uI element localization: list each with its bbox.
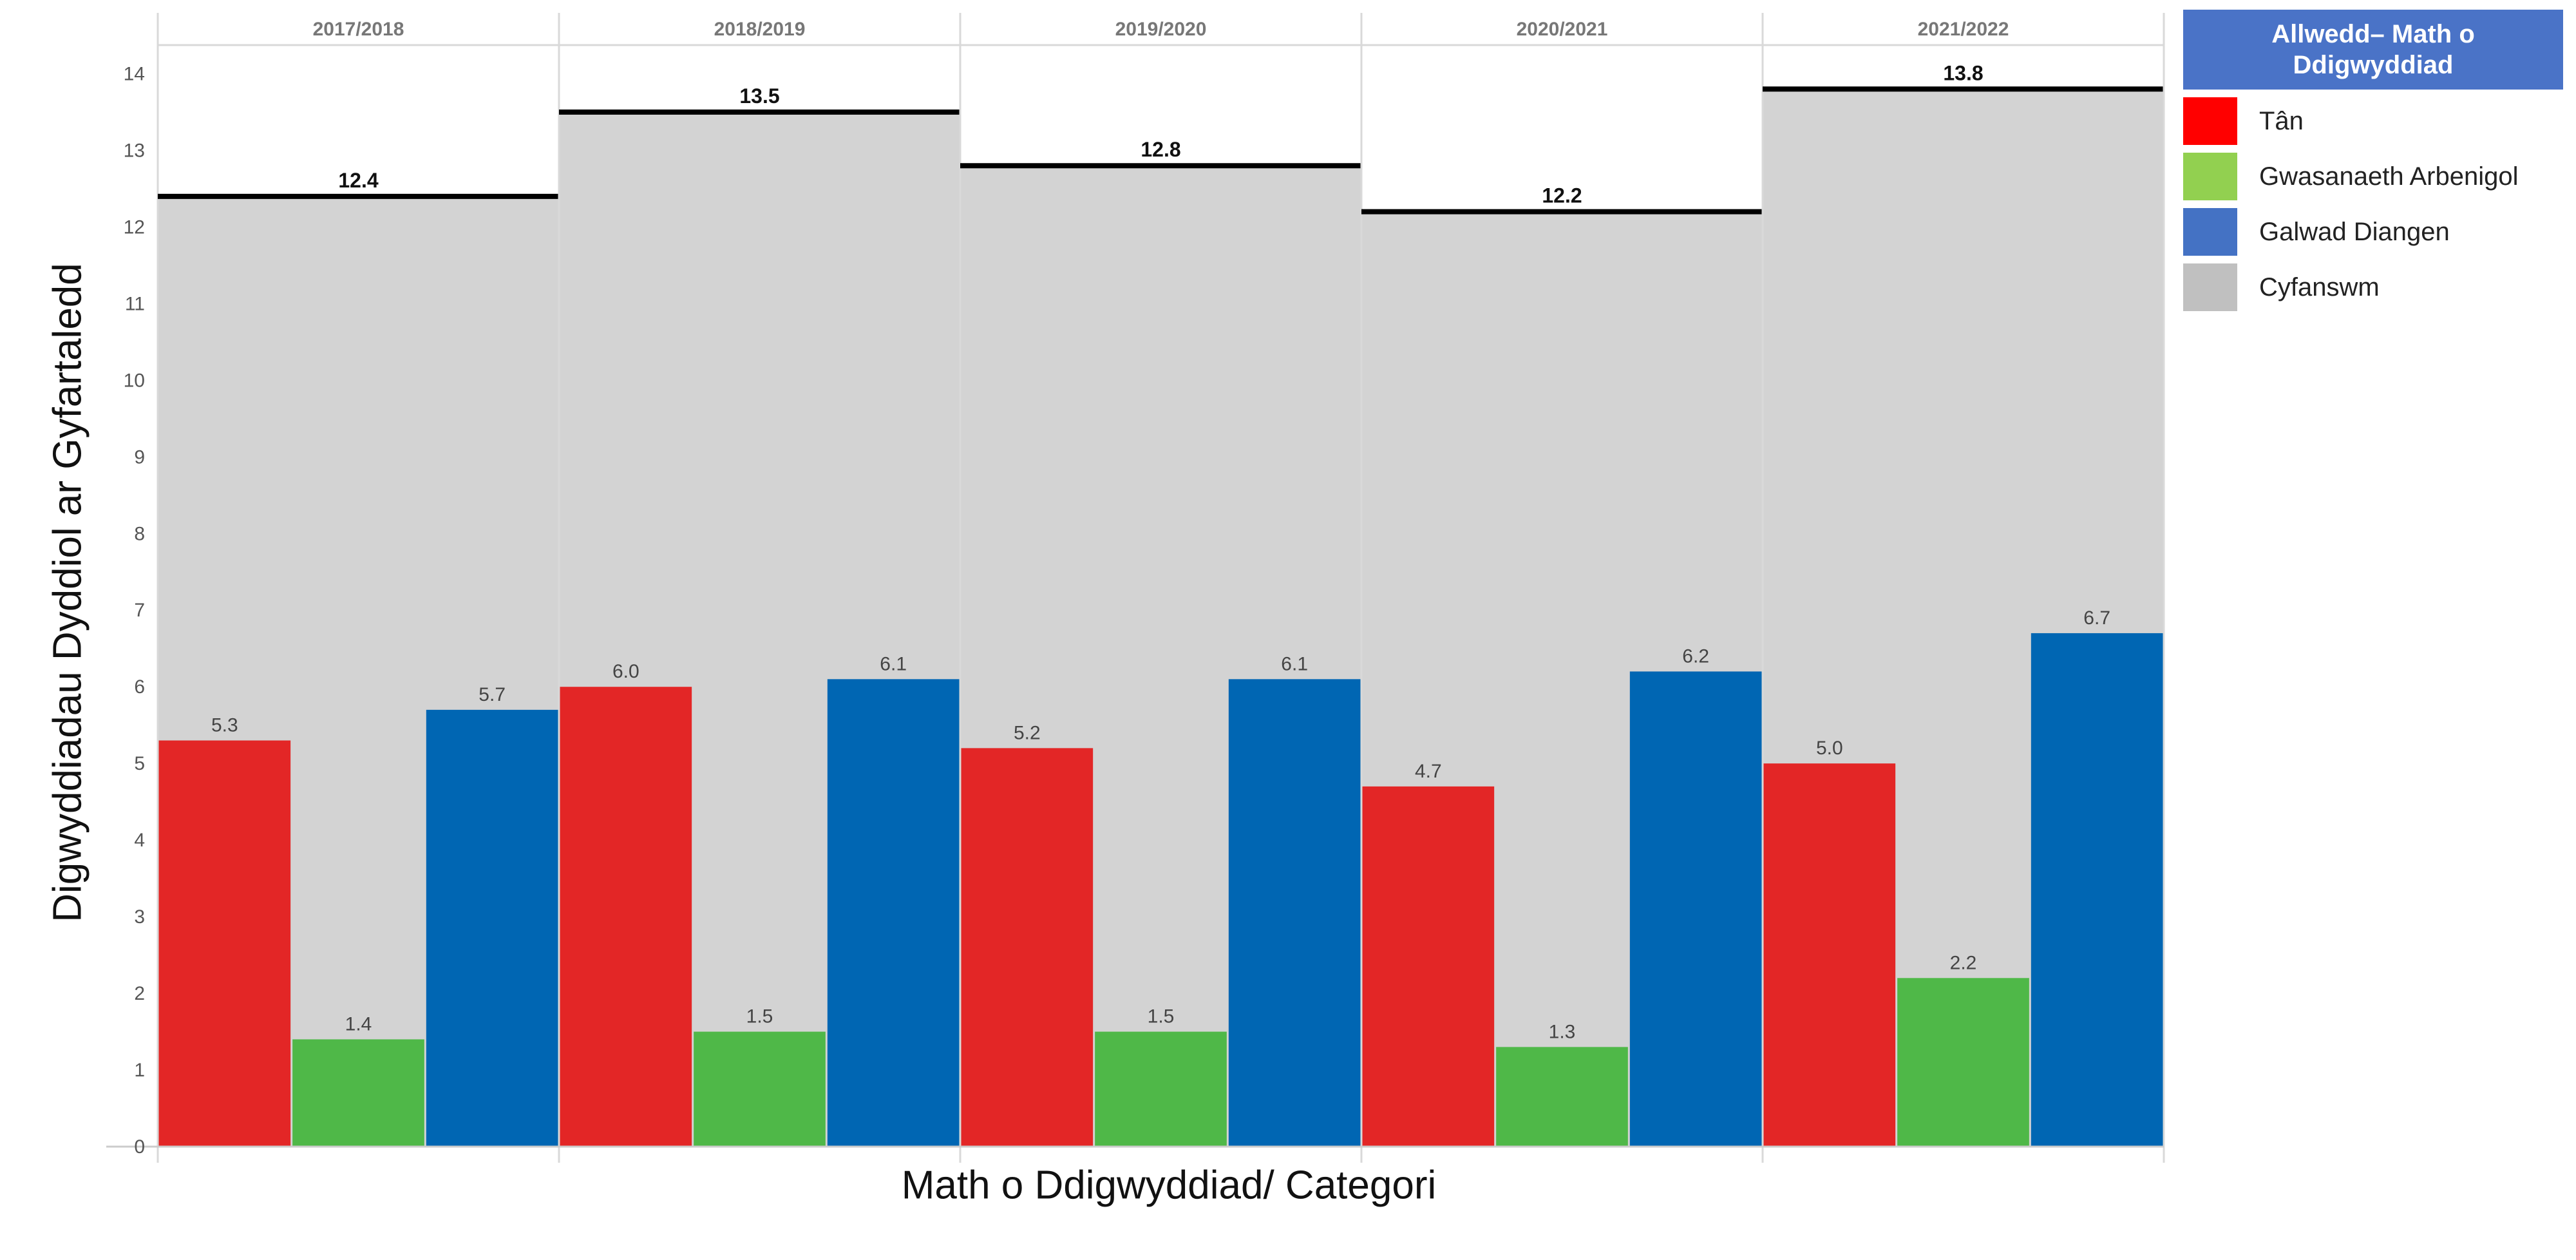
data-label: 5.2: [1014, 722, 1041, 743]
y-tick-label: 12: [124, 216, 145, 238]
category-header: 2019/2020: [1115, 19, 1207, 40]
y-tick-label: 0: [134, 1136, 145, 1158]
data-label: 1.5: [746, 1006, 773, 1027]
bar: [560, 687, 692, 1147]
y-tick-label: 2: [134, 983, 145, 1004]
data-label: 6.0: [612, 661, 639, 682]
y-tick-label: 7: [134, 600, 145, 621]
legend-swatch-fire: [2183, 97, 2237, 145]
bar: [827, 679, 960, 1147]
bar: [1362, 786, 1495, 1147]
bar: [1228, 679, 1361, 1147]
bar: [1897, 978, 2029, 1147]
category-header: 2020/2021: [1517, 19, 1608, 40]
y-tick-label: 8: [134, 523, 145, 544]
legend-item-special-service: Gwasanaeth Arbenigol: [2183, 153, 2563, 200]
data-label: 6.2: [1682, 645, 1709, 667]
legend-item-fire: Tân: [2183, 97, 2563, 145]
bar: [292, 1039, 424, 1147]
y-tick-label: 3: [134, 906, 145, 928]
data-label: 5.7: [478, 684, 506, 705]
data-label: 6.7: [2083, 607, 2110, 629]
data-label: 1.3: [1549, 1021, 1576, 1042]
bar: [1496, 1047, 1628, 1147]
data-label: 4.7: [1415, 761, 1442, 782]
legend-label-false-alarm: Galwad Diangen: [2259, 218, 2450, 246]
total-label: 12.8: [1141, 138, 1180, 161]
legend-title: Allwedd– Math o Ddigwyddiad: [2183, 10, 2563, 90]
data-label: 1.4: [345, 1013, 372, 1035]
total-label: 12.4: [338, 169, 378, 192]
legend-label-special-service: Gwasanaeth Arbenigol: [2259, 162, 2519, 191]
legend-swatch-special-service: [2183, 153, 2237, 200]
y-tick-label: 10: [124, 370, 145, 391]
data-label: 5.0: [1816, 738, 1843, 759]
y-tick-label: 5: [134, 753, 145, 774]
bar: [1763, 763, 1896, 1147]
bar: [426, 709, 558, 1147]
total-label: 13.8: [1943, 61, 1983, 84]
legend-swatch-false-alarm: [2183, 208, 2237, 256]
legend-item-total: Cyfanswm: [2183, 263, 2563, 311]
data-label: 1.5: [1148, 1006, 1175, 1027]
legend-swatch-total: [2183, 263, 2237, 311]
y-tick-label: 4: [134, 830, 145, 851]
x-axis-label: Math o Ddigwyddiad/ Categori: [901, 1163, 1437, 1208]
bar: [694, 1031, 826, 1147]
total-label: 13.5: [739, 84, 779, 108]
category-header: 2017/2018: [313, 19, 404, 40]
legend-label-total: Cyfanswm: [2259, 273, 2380, 301]
category-header: 2021/2022: [1918, 19, 2009, 40]
y-tick-label: 9: [134, 446, 145, 468]
bar: [961, 748, 1094, 1147]
y-tick-label: 14: [124, 63, 145, 84]
y-tick-label: 1: [134, 1060, 145, 1081]
bar: [1095, 1031, 1227, 1147]
data-label: 2.2: [1950, 952, 1977, 973]
y-tick-label: 6: [134, 676, 145, 698]
bar: [158, 740, 291, 1147]
y-axis-label: Digwyddiadau Dyddiol ar Gyfartaledd: [45, 263, 90, 922]
legend-item-false-alarm: Galwad Diangen: [2183, 208, 2563, 256]
bar: [2031, 633, 2163, 1147]
legend: Allwedd– Math o Ddigwyddiad Tân Gwasanae…: [2183, 10, 2563, 311]
data-label: 6.1: [1281, 653, 1308, 674]
y-tick-label: 11: [125, 293, 145, 314]
data-label: 5.3: [211, 714, 238, 736]
y-tick-label: 13: [124, 140, 145, 161]
bar: [1629, 671, 1762, 1147]
category-header: 2018/2019: [714, 19, 806, 40]
data-label: 6.1: [880, 653, 907, 674]
legend-label-fire: Tân: [2259, 107, 2304, 135]
total-label: 12.2: [1542, 184, 1582, 207]
